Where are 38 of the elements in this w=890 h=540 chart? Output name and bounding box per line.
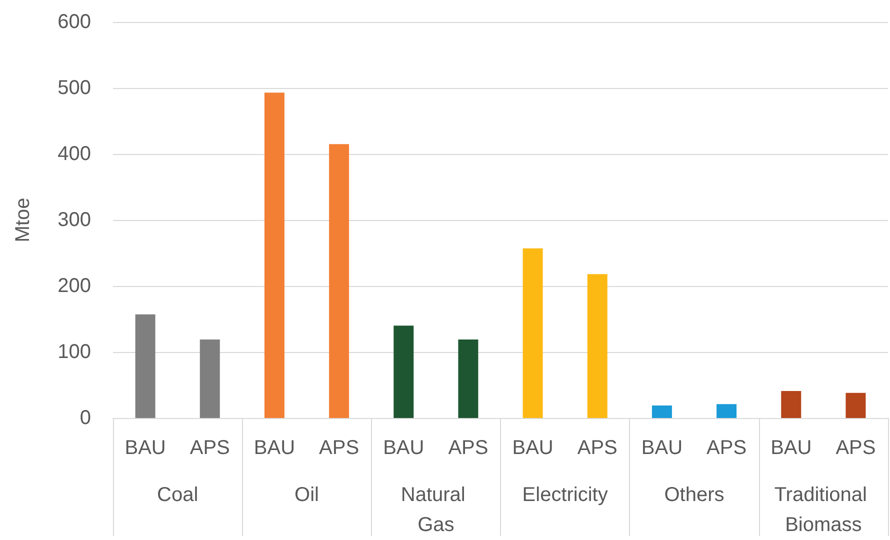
x-tick-label: APS	[577, 437, 618, 459]
x-tick-label: BAU	[124, 437, 166, 459]
text: Electricity	[522, 484, 608, 506]
y-axis-title: Mtoe	[12, 198, 34, 242]
x-tick-label: BAU	[641, 437, 683, 459]
bar	[264, 92, 284, 418]
y-tick-label: 500	[58, 77, 91, 99]
x-tick-label: APS	[448, 437, 488, 459]
bar	[716, 404, 737, 418]
x-tick-label: BAU	[512, 437, 554, 459]
bar	[200, 339, 220, 418]
y-tick-label: 600	[58, 11, 91, 33]
bar	[458, 339, 478, 418]
text: Coal	[157, 484, 198, 506]
x-tick-label: BAU	[383, 437, 424, 459]
x-tick-label: APS	[836, 437, 876, 459]
y-tick-label: 300	[58, 209, 91, 231]
bar	[587, 274, 608, 418]
y-tick-label: 200	[58, 275, 91, 297]
y-tick-label: 0	[80, 407, 91, 429]
bar	[135, 314, 156, 418]
text: Traditional Biomass	[774, 484, 873, 536]
bar	[522, 248, 543, 418]
bar	[781, 390, 802, 418]
bar	[846, 392, 866, 418]
bar	[394, 326, 414, 418]
x-tick-label: APS	[319, 437, 360, 459]
x-tick-label: BAU	[770, 437, 812, 459]
text: Oil	[294, 484, 319, 506]
text: Natural Gas	[400, 484, 471, 536]
x-tick-label: BAU	[254, 437, 296, 459]
x-tick-label: APS	[706, 437, 747, 459]
bar	[329, 144, 350, 418]
bar	[652, 405, 672, 418]
y-tick-label: 400	[58, 143, 91, 165]
y-tick-label: 100	[58, 341, 91, 363]
text: Others	[664, 484, 724, 506]
x-tick-label: APS	[190, 437, 230, 459]
